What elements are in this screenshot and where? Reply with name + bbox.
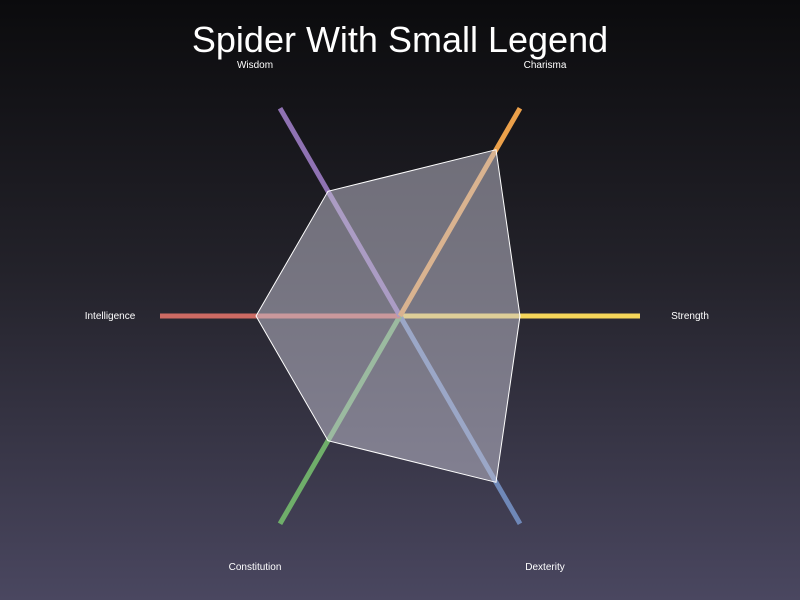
axis-label-intelligence: Intelligence — [85, 311, 136, 322]
axis-label-constitution: Constitution — [229, 562, 282, 573]
data-polygon — [255, 149, 521, 483]
axis-label-strength: Strength — [671, 311, 709, 322]
axis-label-charisma: Charisma — [524, 60, 567, 71]
axis-label-dexterity: Dexterity — [525, 562, 564, 573]
axis-label-wisdom: Wisdom — [237, 60, 273, 71]
axis-labels: Strength Dexterity Constitution Intelligenc… — [85, 60, 709, 573]
chart-title: Spider With Small Legend — [191, 19, 609, 60]
